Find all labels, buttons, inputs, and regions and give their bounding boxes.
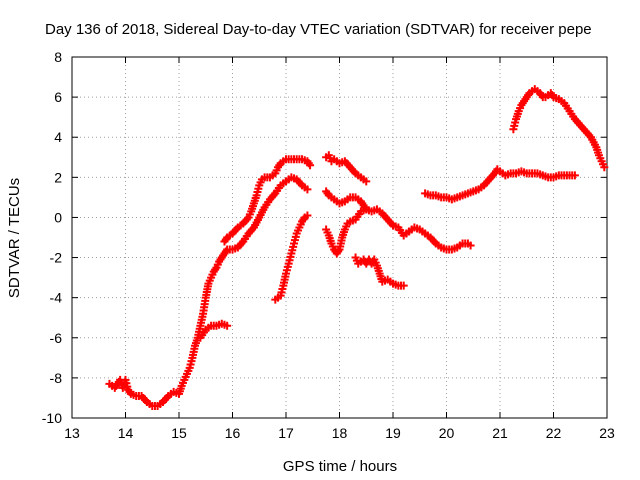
y-tick-label: -8 — [50, 370, 63, 386]
series-track-2 — [196, 319, 232, 342]
y-tick-label: 8 — [54, 49, 62, 65]
y-tick-label: 4 — [54, 129, 62, 145]
series-track-5 — [322, 187, 371, 214]
y-axis-label: SDTVAR / TECUs — [6, 178, 23, 298]
x-tick-label: 14 — [118, 425, 134, 441]
x-axis-label: GPS time / hours — [283, 458, 397, 475]
axis-ticks: 13 14 15 16 17 18 19 20 21 22 23 -10 -8 -6 -4 -2 0 2 4 6 8 — [42, 49, 615, 441]
x-tick-label: 18 — [332, 425, 348, 441]
y-tick-label: -6 — [50, 330, 63, 346]
series-track-7 — [322, 151, 371, 186]
series-track-6 — [322, 205, 475, 258]
data-point — [223, 321, 232, 330]
series-track-8 — [351, 253, 408, 290]
x-tick-label: 15 — [171, 425, 187, 441]
x-tick-label: 22 — [546, 425, 562, 441]
data-point — [600, 163, 609, 172]
y-tick-label: -2 — [50, 250, 63, 266]
x-tick-label: 17 — [278, 425, 294, 441]
data-point — [303, 185, 312, 194]
y-tick-label: 2 — [54, 169, 62, 185]
x-tick-label: 21 — [492, 425, 508, 441]
data-point — [570, 171, 579, 180]
series-track-9 — [421, 165, 579, 204]
series-track-3 — [220, 155, 315, 246]
data-point — [466, 241, 475, 250]
x-tick-label: 23 — [599, 425, 615, 441]
series-track-10 — [509, 85, 609, 172]
data-point — [362, 177, 371, 186]
y-tick-label: -10 — [42, 410, 62, 426]
data-points — [105, 85, 609, 410]
series-track-4 — [271, 211, 312, 304]
y-tick-label: 0 — [54, 209, 62, 225]
y-tick-label: 6 — [54, 89, 62, 105]
data-point — [303, 211, 312, 220]
data-point — [306, 161, 315, 170]
x-tick-label: 19 — [385, 425, 401, 441]
y-tick-label: -4 — [50, 290, 63, 306]
x-tick-label: 16 — [225, 425, 241, 441]
data-point — [399, 281, 408, 290]
chart-title: Day 136 of 2018, Sidereal Day-to-day VTE… — [45, 21, 592, 38]
series-track-1 — [105, 173, 312, 410]
x-tick-label: 13 — [64, 425, 80, 441]
x-tick-label: 20 — [439, 425, 455, 441]
